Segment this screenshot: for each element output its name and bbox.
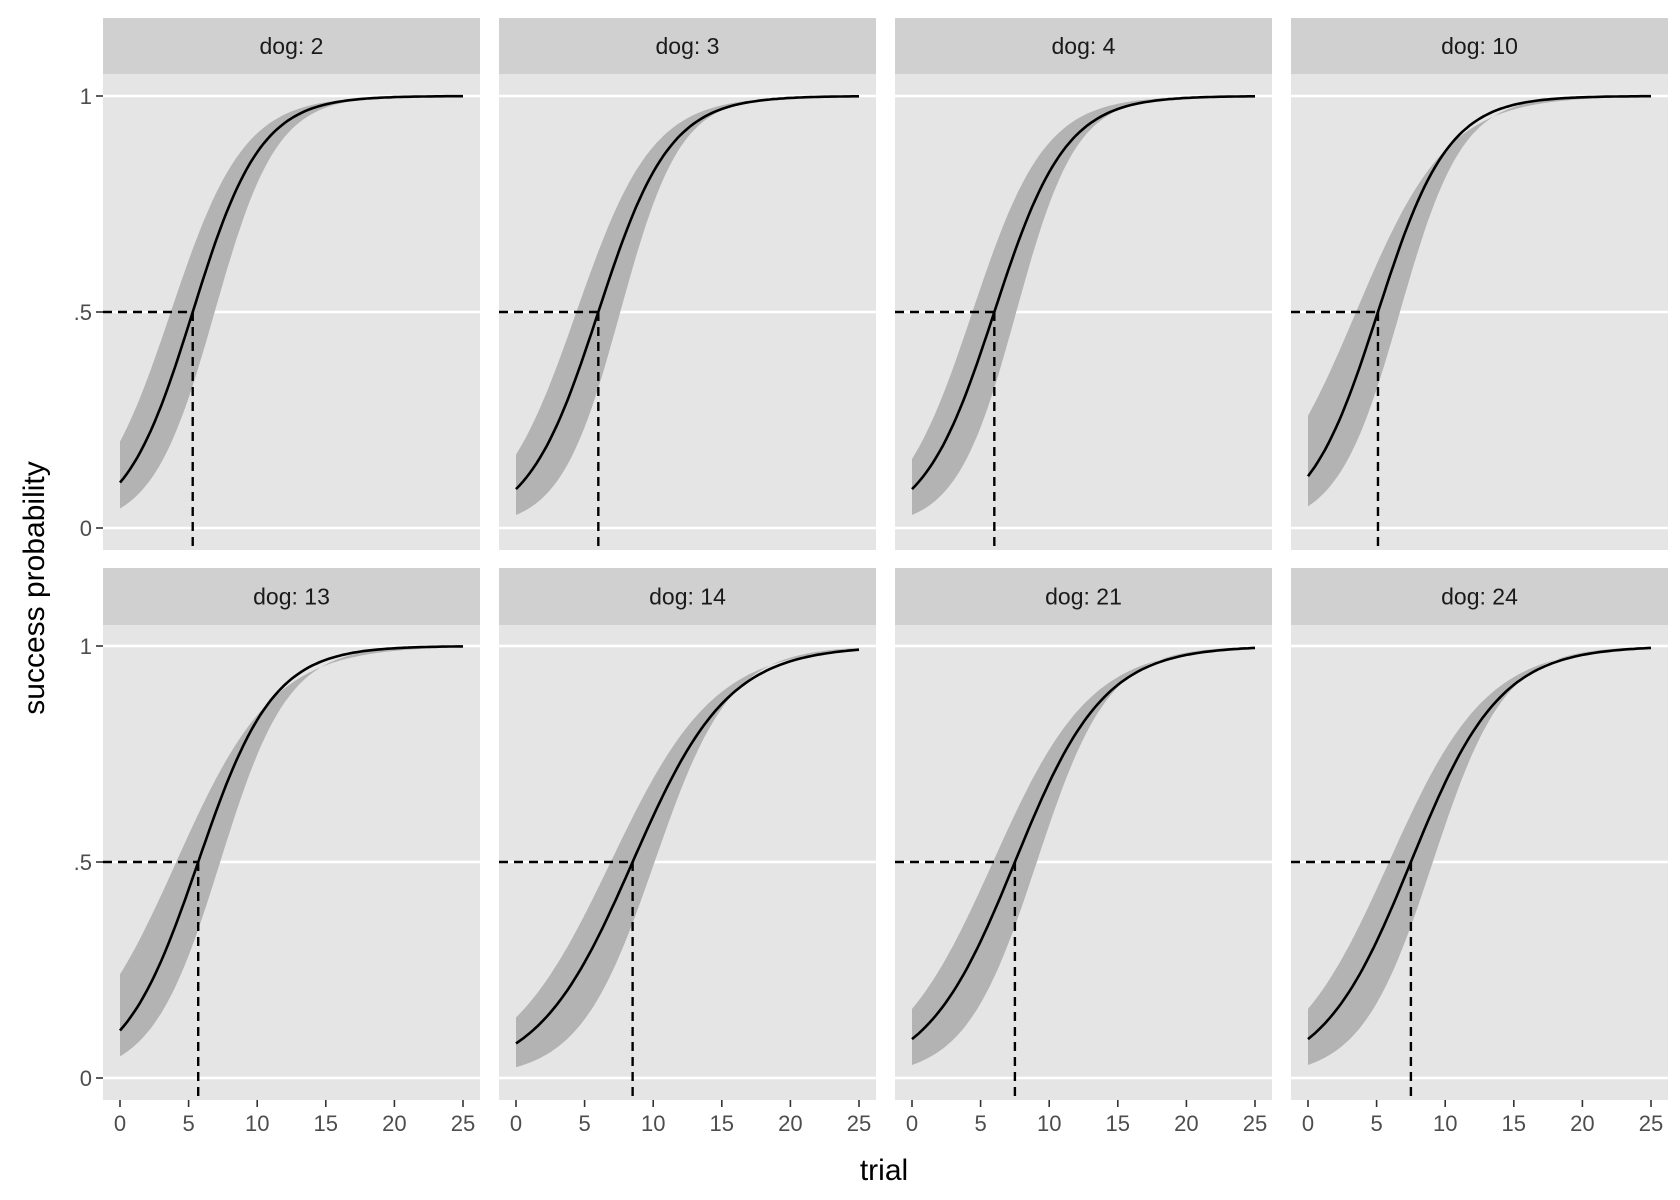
x-tick-label: 15 [1106,1111,1130,1136]
facet-panels: dog: 2 0 .5 1 dog: 3 dog: 4 dog: 10 dog: 13 0 .5 1… [74,18,1668,1136]
x-tick-label: 20 [1174,1111,1198,1136]
y-tick-label: .5 [74,850,92,875]
fitted-curve [1306,94,1651,477]
fitted-curve [119,645,463,1032]
facet-strip-label: dog: 24 [1441,584,1518,610]
x-tick-label: 5 [578,1111,590,1136]
x-tick-label: 0 [114,1111,126,1136]
x-tick-label: 0 [906,1111,918,1136]
x-tick-label: 5 [1370,1111,1382,1136]
y-tick-label: .5 [74,300,92,325]
facet-strip-label: dog: 3 [656,33,720,59]
facet-panel: dog: 3 [499,18,876,550]
facet-strip [103,568,480,625]
x-axis-title: trial [860,1154,908,1187]
facet-strip-label: dog: 2 [260,33,324,59]
x-tick-label: 20 [1570,1111,1594,1136]
facet-strip-label: dog: 4 [1052,33,1116,59]
x-tick-label: 0 [1302,1111,1314,1136]
confidence-ribbon [120,96,463,509]
y-axis-title: success probability [18,461,51,714]
facet-panel: dog: 21 0 5 10 15 20 25 [895,568,1272,1136]
x-tick-label: 15 [314,1111,338,1136]
y-tick-label: 1 [80,634,92,659]
x-tick-label: 0 [510,1111,522,1136]
facet-panel: dog: 4 [895,18,1272,550]
x-tick-label: 25 [847,1111,871,1136]
x-tick-label: 25 [451,1111,475,1136]
facet-strip-label: dog: 10 [1441,33,1518,59]
y-tick-label: 0 [80,516,92,541]
y-tick-label: 0 [80,1066,92,1091]
confidence-ribbon [120,646,463,1057]
facet-strip [499,568,876,625]
facet-panel: dog: 130.510 5 10 15 20 25 [74,568,480,1136]
x-tick-label: 25 [1639,1111,1663,1136]
y-tick-label: 1 [80,84,92,109]
confidence-ribbon [1308,647,1651,1065]
x-tick-label: 10 [1037,1111,1061,1136]
facet-strip-label: dog: 13 [253,584,330,610]
x-tick-label: 15 [1502,1111,1526,1136]
confidence-ribbon [912,647,1255,1065]
facet-strip [1291,18,1668,74]
confidence-ribbon [912,96,1255,515]
facet-panel: dog: 10 [1291,18,1668,550]
x-tick-label: 5 [182,1111,194,1136]
facet-strip [499,18,876,74]
confidence-ribbon [516,647,859,1068]
facet-panel: dog: 2 0 .5 1 [74,18,480,550]
facet-strip [895,18,1272,74]
x-tick-label: 20 [382,1111,406,1136]
facet-panel: dog: 24 0 5 10 15 20 25 [1291,568,1668,1136]
confidence-ribbon [1308,96,1651,507]
fitted-curve [118,94,463,484]
facet-strip-label: dog: 21 [1045,584,1122,610]
fitted-curve [1307,646,1652,1041]
fitted-curve [911,646,1256,1041]
facet-strip [1291,568,1668,625]
x-tick-label: 10 [245,1111,269,1136]
facet-strip [103,18,480,74]
x-tick-label: 10 [1433,1111,1457,1136]
confidence-ribbon [516,96,859,515]
fitted-curve [515,648,860,1045]
x-tick-label: 25 [1243,1111,1267,1136]
facet-strip-label: dog: 14 [649,584,726,610]
facet-strip [895,568,1272,625]
x-tick-label: 10 [641,1111,665,1136]
fitted-curve [911,95,1255,491]
x-tick-label: 15 [710,1111,734,1136]
facet-panel: dog: 14 0 5 10 15 20 25 [499,568,876,1136]
x-tick-label: 5 [974,1111,986,1136]
x-tick-label: 20 [778,1111,802,1136]
fitted-curve [515,95,859,491]
